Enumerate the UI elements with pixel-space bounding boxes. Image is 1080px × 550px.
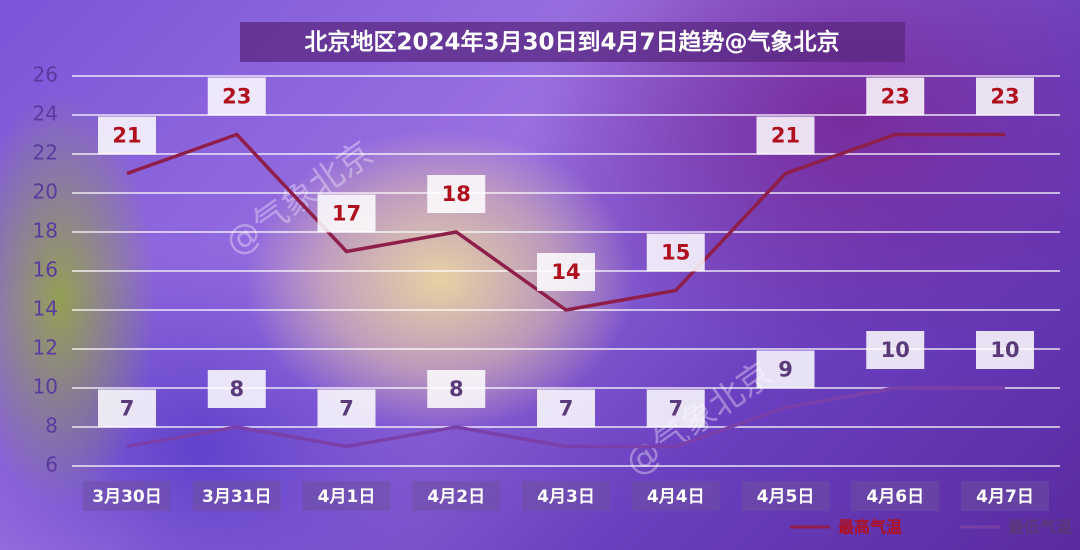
chart-title: 北京地区2024年3月30日到4月7日趋势@气象北京 (304, 29, 839, 56)
legend-label: 最低气温 (1008, 518, 1072, 537)
data-label-box (537, 253, 595, 291)
x-label-box (412, 481, 501, 511)
y-tick-label: 18 (33, 219, 58, 243)
y-tick-label: 22 (33, 141, 58, 165)
data-label-box (756, 350, 815, 389)
series-line (126, 132, 1005, 312)
x-label-box (631, 481, 720, 511)
x-tick-label: 4月2日 (427, 487, 485, 507)
y-tick-label: 14 (33, 297, 58, 321)
data-label-box (537, 389, 595, 428)
data-label: 21 (112, 124, 141, 148)
y-tick-label: 6 (45, 453, 58, 477)
y-tick-label: 16 (33, 258, 58, 282)
data-label: 7 (339, 397, 354, 421)
data-label: 7 (120, 397, 135, 421)
data-label: 23 (881, 85, 910, 109)
data-label-box (207, 77, 266, 116)
data-label-box (866, 77, 925, 116)
data-label-box (98, 389, 156, 428)
x-label-box (83, 481, 171, 511)
x-tick-label: 4月1日 (318, 487, 376, 507)
data-label: 7 (559, 397, 574, 421)
data-label-box (317, 194, 376, 233)
x-tick-label: 3月30日 (92, 487, 162, 507)
data-label: 18 (442, 182, 471, 206)
x-label-box (302, 481, 391, 511)
y-tick-label: 26 (33, 63, 58, 87)
data-label: 23 (222, 85, 251, 109)
data-label-box (427, 175, 486, 213)
data-label: 10 (881, 338, 910, 362)
x-tick-label: 4月6日 (866, 487, 924, 507)
x-tick-label: 4月3日 (537, 487, 595, 507)
data-label: 23 (990, 85, 1019, 109)
data-label-box (98, 116, 156, 155)
data-label-box (317, 389, 376, 428)
data-label: 21 (771, 124, 800, 148)
data-label-box (756, 116, 815, 155)
y-tick-label: 10 (33, 375, 58, 399)
x-tick-label: 4月5日 (757, 487, 815, 507)
x-tick-label: 4月4日 (647, 487, 705, 507)
y-tick-label: 8 (45, 414, 58, 438)
x-tick-label: 4月7日 (976, 487, 1034, 507)
data-label: 15 (661, 241, 690, 265)
x-label-box (522, 481, 610, 511)
x-label-box (961, 481, 1049, 511)
data-label-box (976, 331, 1034, 369)
x-label-box (851, 481, 940, 511)
y-tick-label: 12 (33, 336, 58, 360)
title-box (240, 22, 905, 62)
data-label-box (646, 233, 705, 272)
data-label-box (207, 370, 266, 408)
x-label-box (192, 481, 281, 511)
data-label: 7 (668, 397, 683, 421)
legend-label: 最高气温 (838, 518, 902, 537)
data-label-box (866, 331, 925, 369)
data-label: 8 (229, 377, 244, 401)
y-tick-label: 24 (33, 102, 58, 126)
data-label: 8 (449, 377, 464, 401)
data-label: 10 (990, 338, 1019, 362)
data-label-box (427, 370, 486, 408)
data-label-box (646, 389, 705, 428)
data-label: 9 (778, 358, 793, 382)
data-label: 17 (332, 202, 361, 226)
y-tick-label: 20 (33, 180, 58, 204)
series-line (126, 386, 1005, 449)
data-label: 14 (551, 260, 580, 284)
x-label-box (741, 481, 830, 511)
x-tick-label: 3月31日 (202, 487, 272, 507)
data-label-box (976, 77, 1034, 116)
